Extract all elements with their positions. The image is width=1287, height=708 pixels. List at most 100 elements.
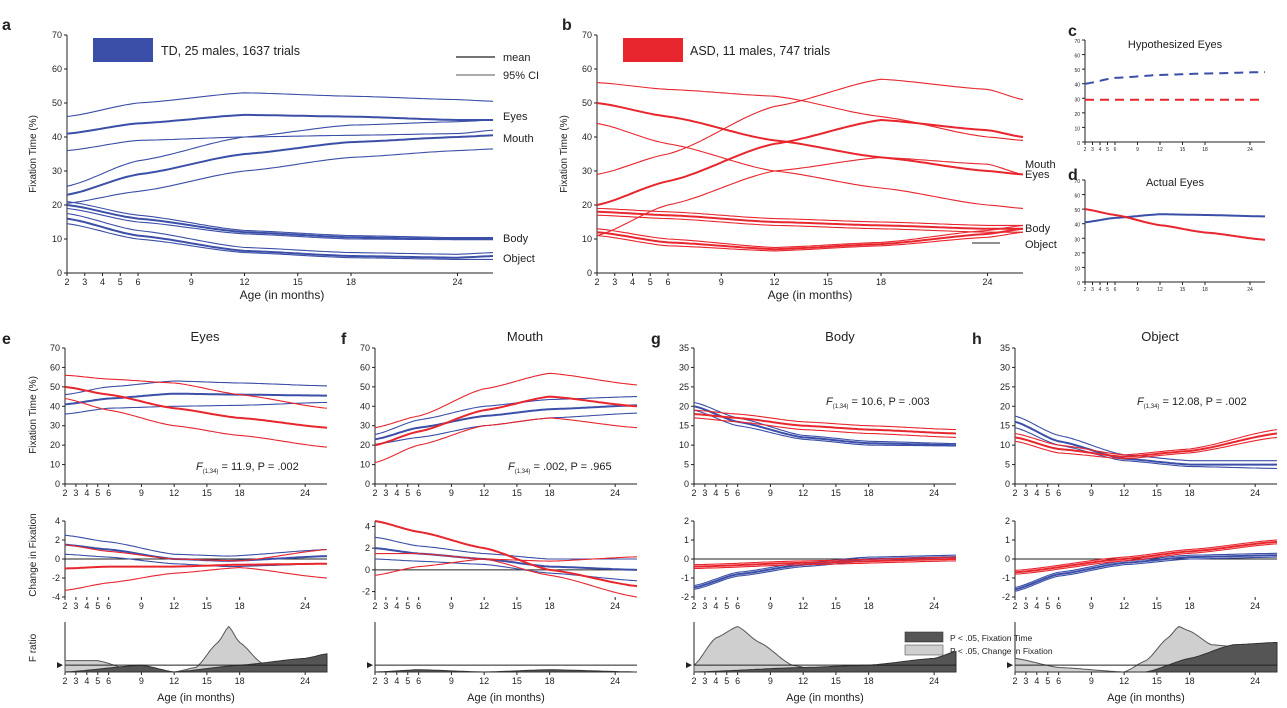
h-title: Object — [1141, 329, 1179, 344]
panel-letter-a: a — [2, 17, 11, 34]
f-change-y-tick-label: 2 — [365, 543, 370, 553]
a-x-tick-label: 15 — [293, 277, 303, 287]
g-fratio-x-tick-label: 15 — [831, 676, 841, 686]
f-fratio-x-tick-label: 3 — [383, 676, 388, 686]
g-stat: F(1,34) = 10.6, P = .003 — [826, 396, 930, 410]
b-x-tick-label: 9 — [719, 277, 724, 287]
e-change-x-tick-label: 4 — [84, 601, 89, 611]
h-fratio-x-tick-label: 6 — [1056, 676, 1061, 686]
c-y-tick-label: 60 — [1074, 54, 1080, 60]
h-change-asd-ci-low — [1014, 543, 1278, 575]
a-series-object-ci-high — [66, 212, 494, 255]
e-top-x-tick-label: 2 — [62, 488, 67, 498]
e-change-y-tick-label: 4 — [55, 516, 60, 526]
e-fratio-x-tick-label: 15 — [202, 676, 212, 686]
c-x-tick-label: 15 — [1180, 147, 1186, 153]
h-fratio-x-tick-label: 9 — [1089, 676, 1094, 686]
d-x-tick-label: 15 — [1180, 287, 1186, 293]
f-top-x-tick-label: 6 — [416, 488, 421, 498]
g-fratio-x-tick-label: 6 — [735, 676, 740, 686]
h-top-y-tick-label: 5 — [1005, 460, 1010, 470]
f-top-td-ci-high — [374, 396, 637, 436]
b-series-eyes-ci-low — [596, 122, 1024, 209]
g-top-x-tick-label: 9 — [768, 488, 773, 498]
c-y-tick-label: 0 — [1077, 141, 1080, 147]
h-top-y-tick-label: 10 — [1000, 440, 1010, 450]
a-x-tick-label: 6 — [135, 277, 140, 287]
f-top-y-tick-label: 60 — [360, 362, 370, 372]
h-top-y-tick-label: 0 — [1005, 479, 1010, 489]
g-xlabel: Age (in months) — [786, 692, 864, 704]
c-y-tick-label: 50 — [1074, 68, 1080, 74]
e-top-td-ci-low — [64, 401, 328, 415]
h-top-y-tick-label: 20 — [1000, 401, 1010, 411]
td-legend-label: TD, 25 males, 1637 trials — [161, 44, 300, 58]
c-x-tick-label: 18 — [1202, 147, 1208, 153]
g-top-td-mean — [693, 405, 956, 447]
b-series-object-ci-high — [596, 224, 1024, 249]
g-change-asd-ci-low — [693, 560, 956, 570]
asd-legend-swatch — [623, 38, 683, 62]
c-x-tick-label: 24 — [1247, 147, 1253, 153]
b-label-object: Object — [1025, 239, 1057, 251]
d-x-tick-label: 24 — [1247, 287, 1253, 293]
h-fratio-x-tick-label: 5 — [1045, 676, 1050, 686]
b-series-body-mean — [596, 210, 1023, 230]
e-change-x-tick-label: 6 — [106, 601, 111, 611]
e-change-x-tick-label: 24 — [300, 601, 310, 611]
h-change-td-ci-high — [1014, 552, 1277, 589]
g-top-y-tick-label: 35 — [679, 343, 689, 353]
mean-legend-label: mean — [503, 52, 531, 64]
b-x-tick-label: 6 — [665, 277, 670, 287]
h-change-x-tick-label: 5 — [1045, 601, 1050, 611]
g-top-x-tick-label: 12 — [798, 488, 808, 498]
c-x-tick-label: 9 — [1136, 147, 1139, 153]
e-fratio-x-tick-label: 5 — [95, 676, 100, 686]
e-top-x-tick-label: 5 — [95, 488, 100, 498]
b-y-tick-label: 50 — [582, 98, 592, 108]
e-title: Eyes — [191, 329, 220, 344]
b-series-eyes-ci-high — [596, 82, 1024, 141]
e-fratio-x-tick-label: 12 — [169, 676, 179, 686]
h-fratio-fixation-area — [1015, 642, 1278, 673]
f-title: Mouth — [507, 329, 543, 344]
d-x-tick-label: 4 — [1099, 287, 1102, 293]
e-fratio-x-tick-label: 6 — [106, 676, 111, 686]
d-series-td-mean — [1084, 213, 1265, 224]
a-y-tick-label: 50 — [52, 98, 62, 108]
e-ylabel-f: F ratio — [28, 633, 39, 662]
f-top-x-tick-label: 9 — [449, 488, 454, 498]
g-top-x-tick-label: 4 — [713, 488, 718, 498]
g-top-asd-ci-high — [693, 409, 957, 431]
h-top-y-tick-label: 25 — [1000, 382, 1010, 392]
f-top-x-tick-label: 5 — [405, 488, 410, 498]
h-fratio-x-tick-label: 2 — [1012, 676, 1017, 686]
b-x-tick-label: 18 — [876, 277, 886, 287]
b-y-tick-label: 70 — [582, 30, 592, 40]
g-change-x-tick-label: 12 — [798, 601, 808, 611]
td-legend-swatch — [93, 38, 153, 62]
f-change-x-tick-label: 3 — [383, 601, 388, 611]
b-y-tick-label: 40 — [582, 132, 592, 142]
g-change-x-tick-label: 6 — [735, 601, 740, 611]
a-x-tick-label: 4 — [100, 277, 105, 287]
h-change-x-tick-label: 3 — [1023, 601, 1028, 611]
f-fratio-x-tick-label: 6 — [416, 676, 421, 686]
e-change-td-mean — [64, 543, 328, 562]
b-series-object-mean — [596, 227, 1024, 251]
f-change-x-tick-label: 12 — [479, 601, 489, 611]
e-top-x-tick-label: 24 — [300, 488, 310, 498]
e-top-asd-ci-high — [64, 374, 328, 409]
g-fratio-threshold-marker — [686, 662, 692, 669]
b-x-tick-label: 2 — [594, 277, 599, 287]
e-change-x-tick-label: 15 — [202, 601, 212, 611]
panel-letter-b: b — [562, 17, 572, 34]
f-change-x-tick-label: 4 — [394, 601, 399, 611]
b-series-mouth-ci-low — [596, 156, 1024, 237]
f-top-x-tick-label: 4 — [394, 488, 399, 498]
e-change-asd-ci-low — [64, 566, 328, 591]
d-y-tick-label: 40 — [1074, 223, 1080, 229]
h-change-x-tick-label: 12 — [1119, 601, 1129, 611]
g-top-y-tick-label: 30 — [679, 362, 689, 372]
d-x-tick-label: 9 — [1136, 287, 1139, 293]
